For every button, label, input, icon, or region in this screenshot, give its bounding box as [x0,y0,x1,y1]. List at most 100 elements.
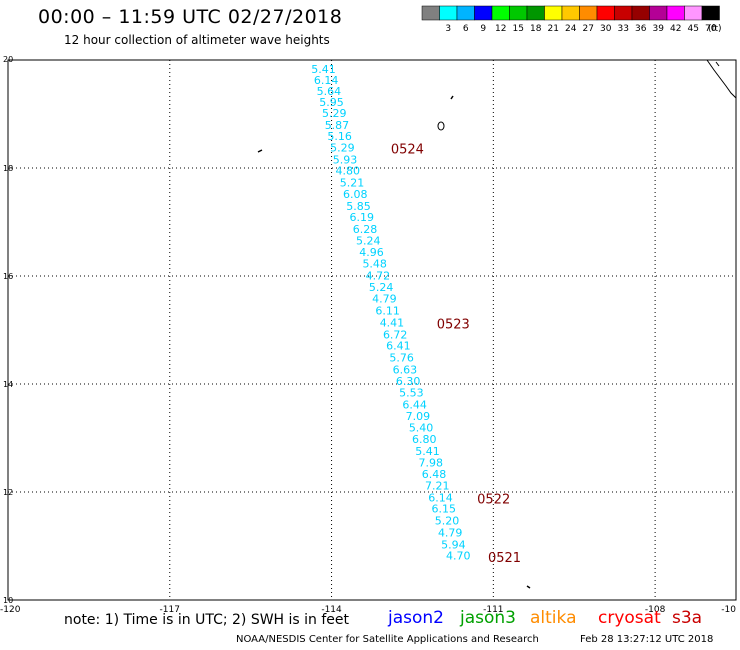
swh-value-label: 4.79 [372,293,397,306]
legend-swatch [491,5,510,21]
coastline [257,59,737,589]
swh-value-label: 6.41 [386,340,411,353]
island-outline [257,149,263,153]
swh-value-label: 5.29 [330,141,355,154]
swh-value-label: 5.87 [325,119,350,132]
swh-value-label: 4.79 [438,527,463,540]
legend-label: 45 [688,24,699,34]
legend-swatch [456,5,475,21]
latitude-tick-label: 16 [3,272,13,281]
legend-swatch [474,5,493,21]
legend-swatch [544,5,563,21]
swh-value-label: 6.14 [428,491,453,504]
longitude-tick-label: -108 [645,605,666,615]
page-subtitle: 12 hour collection of altimeter wave hei… [64,33,330,47]
legend-swatch [684,5,703,21]
swh-value-label: 5.41 [311,63,336,76]
swh-value-label: 6.63 [393,363,418,376]
swh-value-label: 5.29 [322,107,347,120]
swh-value-label: 5.21 [340,177,365,190]
swh-value-label: 5.53 [399,387,424,400]
longitude-tick-label: -114 [321,605,342,615]
legend-label: 15 [513,24,524,34]
legend-swatch [579,5,598,21]
lat-lon-grid [8,60,736,600]
legend-label: 33 [618,24,629,34]
swh-value-label: 5.95 [319,96,344,109]
latitude-tick-label: 20 [3,55,13,64]
legend-label: 3 [445,24,451,34]
legend-label: 18 [530,24,542,34]
swh-value-label: 6.14 [314,74,339,87]
swh-value-label: 4.96 [359,246,384,259]
latitude-tick-label: 12 [3,488,13,497]
legend-swatch [666,5,685,21]
longitude-tick-label: -120 [0,605,21,615]
pass-time-labels: 0524 0523 0522 0521 [391,143,521,566]
swh-value-label: 5.24 [369,281,394,294]
satellite-name-jason2: jason2 [388,608,444,628]
color-legend: 3 6 9 12 15 18 21 24 27 30 33 36 39 42 45 70(ft) [421,5,722,34]
legend-label: 24 [565,24,577,34]
swh-value-label: 6.30 [396,375,421,388]
pass-time-label: 0524 [391,143,424,158]
swh-value-label: 5.41 [415,445,440,458]
coastline-segment [706,59,737,99]
satellite-name-altika: altika [530,608,577,628]
swh-value-label: 5.48 [362,258,387,271]
legend-swatch [509,5,528,21]
swh-value-label: 6.15 [431,503,456,516]
legend-swatch [649,5,668,21]
footnote: note: 1) Time is in UTC; 2) SWH is in fe… [64,612,350,628]
pass-time-label: 0523 [437,318,470,333]
longitude-labels: -120 -117 -114 -111 -108 -10 [0,605,736,615]
swh-value-label: 5.93 [333,153,358,166]
swh-value-label: 5.24 [356,234,381,247]
swh-value-label: 6.28 [353,223,378,236]
legend-label: 42 [670,24,681,34]
swh-value-label: 7.98 [419,456,444,469]
generation-timestamp: Feb 28 13:27:12 UTC 2018 [580,634,714,645]
swh-value-label: 5.85 [346,200,371,213]
legend-label: 27 [583,24,594,34]
credit-line: NOAA/NESDIS Center for Satellite Applica… [236,634,539,645]
longitude-tick-label: -111 [483,605,503,615]
swh-value-label: 4.70 [446,550,471,563]
swh-value-label: 6.80 [412,433,437,446]
longitude-tick-label: -117 [160,605,180,615]
legend-swatch [526,5,545,21]
legend-swatch [561,5,580,21]
swh-value-label: 5.76 [389,352,414,365]
legend-label: 70 [705,24,717,34]
satellite-name-s3a: s3a [672,608,703,628]
legend-unit: (ft) [708,24,722,34]
pass-time-label: 0521 [488,551,521,566]
pass-time-label: 0522 [477,492,510,507]
swh-value-label: 4.41 [380,316,405,329]
legend-swatch [701,5,720,21]
legend-label: 12 [495,24,506,34]
legend-swatch [439,5,458,21]
latitude-labels: 20 18 16 14 12 10 [3,55,13,605]
swh-value-label: 5.64 [317,85,342,98]
swh-value-label: 5.40 [409,422,434,435]
swh-value-label: 4.80 [335,165,360,178]
legend-label: 9 [480,24,486,34]
legend-label: 6 [463,24,469,34]
island-outline [450,95,454,100]
swh-value-label: 7.09 [406,410,431,423]
swh-value-label: 7.21 [425,480,450,493]
island-outline [526,585,531,589]
legend-swatch [614,5,633,21]
swh-value-label: 6.08 [343,188,368,201]
legend-label: 30 [600,24,612,34]
legend-swatch [596,5,615,21]
legend-swatch [631,5,650,21]
legend-label: 36 [635,24,647,34]
legend-swatch [421,5,440,21]
island-outline [437,121,445,131]
latitude-tick-label: 18 [3,164,13,173]
swh-value-label: 6.11 [375,305,400,318]
swh-value-label: 6.72 [383,328,408,341]
